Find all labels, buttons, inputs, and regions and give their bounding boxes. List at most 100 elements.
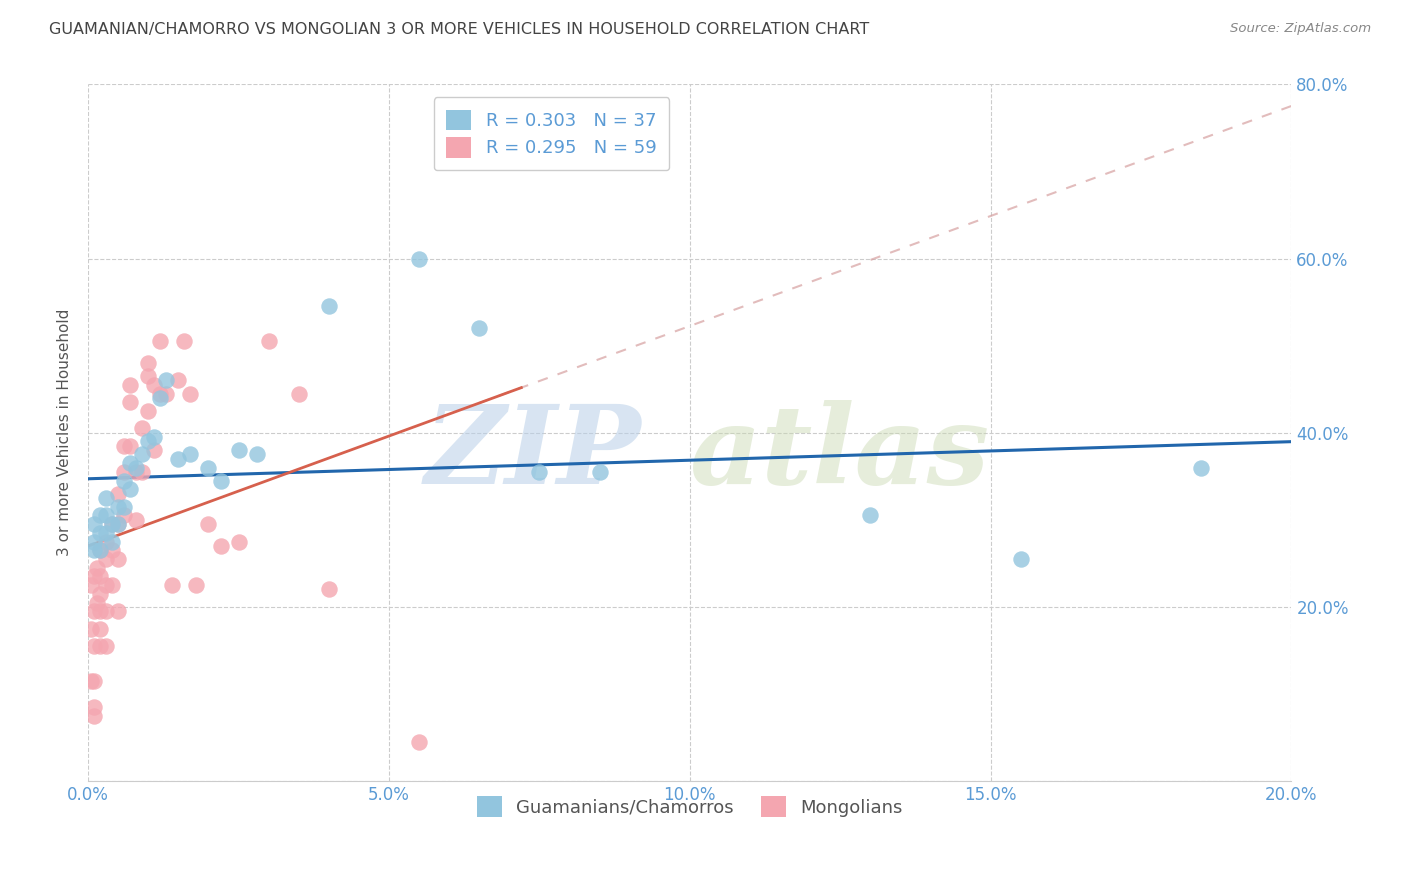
Point xyxy=(408,735,430,749)
Point xyxy=(112,500,135,514)
Point xyxy=(131,421,153,435)
Point xyxy=(209,474,232,488)
Y-axis label: 3 or more Vehicles in Household: 3 or more Vehicles in Household xyxy=(58,309,72,557)
Point xyxy=(112,439,135,453)
Point xyxy=(136,404,159,418)
Point xyxy=(112,508,135,523)
Point xyxy=(83,569,105,583)
Text: Source: ZipAtlas.com: Source: ZipAtlas.com xyxy=(1230,22,1371,36)
Point xyxy=(179,448,201,462)
Text: GUAMANIAN/CHAMORRO VS MONGOLIAN 3 OR MORE VEHICLES IN HOUSEHOLD CORRELATION CHAR: GUAMANIAN/CHAMORRO VS MONGOLIAN 3 OR MOR… xyxy=(49,22,869,37)
Point xyxy=(1010,552,1032,566)
Point xyxy=(107,486,129,500)
Point xyxy=(89,543,111,558)
Point xyxy=(96,508,118,523)
Point xyxy=(228,443,250,458)
Point xyxy=(588,465,610,479)
Point xyxy=(89,639,111,653)
Point xyxy=(179,386,201,401)
Point xyxy=(125,460,148,475)
Point xyxy=(96,639,118,653)
Point xyxy=(96,534,118,549)
Point xyxy=(197,460,219,475)
Point xyxy=(209,539,232,553)
Point xyxy=(136,369,159,384)
Point xyxy=(96,552,118,566)
Point xyxy=(101,517,124,532)
Point xyxy=(155,386,177,401)
Point xyxy=(89,525,111,540)
Point xyxy=(83,700,105,714)
Text: atlas: atlas xyxy=(690,400,990,508)
Point xyxy=(143,430,166,444)
Point xyxy=(80,622,103,636)
Point xyxy=(107,517,129,532)
Point xyxy=(112,465,135,479)
Point xyxy=(125,465,148,479)
Point xyxy=(96,604,118,618)
Point xyxy=(96,525,118,540)
Point xyxy=(89,569,111,583)
Point xyxy=(107,604,129,618)
Point xyxy=(859,508,882,523)
Point xyxy=(318,582,340,597)
Point xyxy=(120,456,142,470)
Point xyxy=(287,386,309,401)
Point xyxy=(318,300,340,314)
Point xyxy=(107,552,129,566)
Point xyxy=(149,334,172,349)
Point xyxy=(167,451,190,466)
Point xyxy=(173,334,195,349)
Point xyxy=(143,443,166,458)
Point xyxy=(83,604,105,618)
Point xyxy=(186,578,208,592)
Point xyxy=(1189,460,1212,475)
Point xyxy=(136,434,159,449)
Point xyxy=(228,534,250,549)
Point xyxy=(96,578,118,592)
Point xyxy=(96,491,118,505)
Point xyxy=(107,517,129,532)
Point xyxy=(89,543,111,558)
Point xyxy=(408,252,430,266)
Point xyxy=(83,517,105,532)
Point xyxy=(197,517,219,532)
Point xyxy=(101,534,124,549)
Point xyxy=(155,374,177,388)
Point xyxy=(257,334,280,349)
Point xyxy=(83,708,105,723)
Point xyxy=(89,587,111,601)
Point xyxy=(86,595,108,609)
Point xyxy=(246,448,269,462)
Point xyxy=(143,377,166,392)
Point xyxy=(125,513,148,527)
Point xyxy=(101,578,124,592)
Point xyxy=(120,483,142,497)
Point xyxy=(120,439,142,453)
Point xyxy=(149,391,172,405)
Point xyxy=(107,500,129,514)
Point xyxy=(131,448,153,462)
Point xyxy=(80,578,103,592)
Point xyxy=(112,474,135,488)
Point xyxy=(149,386,172,401)
Point xyxy=(83,639,105,653)
Point xyxy=(89,508,111,523)
Point xyxy=(89,622,111,636)
Text: ZIP: ZIP xyxy=(425,400,641,508)
Legend: Guamanians/Chamorros, Mongolians: Guamanians/Chamorros, Mongolians xyxy=(470,789,910,824)
Point xyxy=(136,356,159,370)
Point xyxy=(167,374,190,388)
Point xyxy=(468,321,491,335)
Point xyxy=(101,543,124,558)
Point xyxy=(162,578,184,592)
Point xyxy=(101,517,124,532)
Point xyxy=(83,534,105,549)
Point xyxy=(120,377,142,392)
Point xyxy=(86,560,108,574)
Point xyxy=(83,543,105,558)
Point xyxy=(120,395,142,409)
Point xyxy=(131,465,153,479)
Point xyxy=(529,465,551,479)
Point xyxy=(83,673,105,688)
